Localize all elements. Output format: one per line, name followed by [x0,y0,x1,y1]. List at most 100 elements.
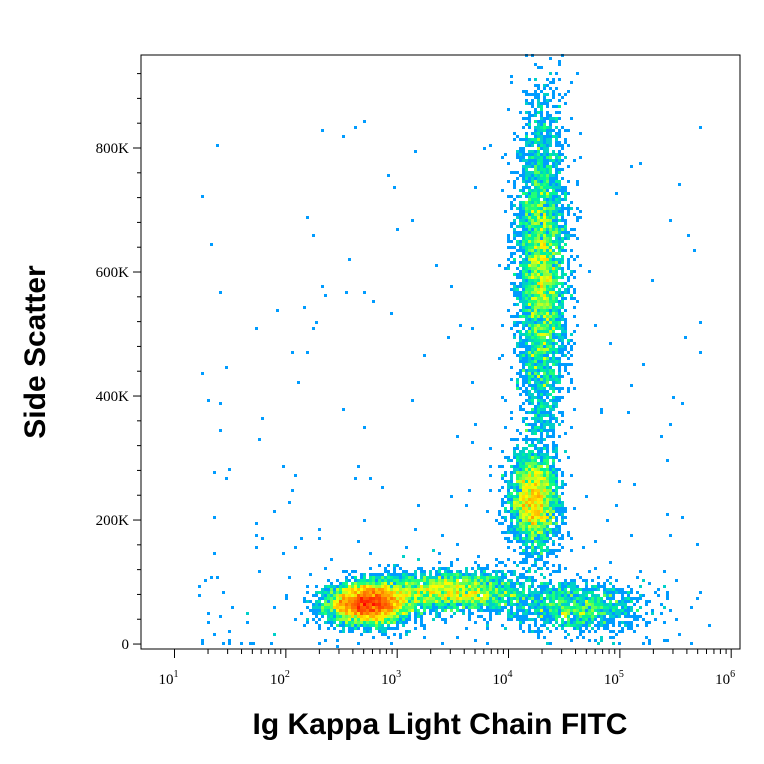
event-point [387,582,390,585]
event-point [375,573,378,576]
event-point [531,189,534,192]
event-point [546,519,549,522]
event-point [381,603,384,606]
event-point [555,135,558,138]
event-point [558,264,561,267]
event-point [525,609,528,612]
event-point [582,597,585,600]
event-point [450,564,453,567]
event-point [330,624,333,627]
event-point [510,504,513,507]
event-point [561,363,564,366]
event-point [558,609,561,612]
event-point [408,585,411,588]
event-point [558,603,561,606]
event-point [492,609,495,612]
event-point [570,297,573,300]
event-point [438,597,441,600]
event-point [510,585,513,588]
event-point [537,378,540,381]
event-point [531,522,534,525]
event-point [516,564,519,567]
event-point [534,186,537,189]
event-point [393,633,396,636]
event-point [546,627,549,630]
event-point [534,243,537,246]
event-point [558,378,561,381]
event-point [540,357,543,360]
event-point [534,537,537,540]
event-point [522,252,525,255]
event-point [537,168,540,171]
event-point [561,258,564,261]
event-point [546,234,549,237]
event-point [540,486,543,489]
event-point [645,612,648,615]
event-point [570,270,573,273]
event-point [531,198,534,201]
event-point [528,288,531,291]
event-point [552,261,555,264]
event-point [546,129,549,132]
event-point [522,339,525,342]
event-point [585,579,588,582]
event-point [564,450,567,453]
event-point [507,579,510,582]
event-point [525,93,528,96]
event-point [390,606,393,609]
event-point [516,498,519,501]
event-point [360,594,363,597]
event-point [549,138,552,141]
event-point [555,333,558,336]
event-point [534,342,537,345]
event-point [537,384,540,387]
event-point [534,114,537,117]
event-point [564,195,567,198]
event-point [522,159,525,162]
event-point [342,600,345,603]
event-point [513,507,516,510]
event-point [417,579,420,582]
event-point [540,288,543,291]
event-point [534,432,537,435]
event-point [522,354,525,357]
event-point [540,138,543,141]
event-point [594,324,597,327]
event-point [534,351,537,354]
event-point [540,546,543,549]
event-point [540,321,543,324]
event-point [558,159,561,162]
event-point [537,147,540,150]
event-point [519,576,522,579]
event-point [552,378,555,381]
event-point [528,462,531,465]
event-point [618,600,621,603]
event-point [468,585,471,588]
event-point [519,486,522,489]
event-point [678,633,681,636]
event-point [510,261,513,264]
event-point [570,594,573,597]
event-point [303,306,306,309]
event-point [324,588,327,591]
event-point [435,576,438,579]
event-point [426,597,429,600]
event-point [609,618,612,621]
event-point [531,273,534,276]
event-point [495,579,498,582]
event-point [531,285,534,288]
event-point [534,96,537,99]
event-point [549,387,552,390]
event-point [555,375,558,378]
event-point [531,534,534,537]
event-point [675,579,678,582]
event-point [576,585,579,588]
event-point [354,615,357,618]
event-point [618,609,621,612]
event-point [546,291,549,294]
event-point [489,591,492,594]
event-point [318,642,321,645]
event-point [543,267,546,270]
event-point [525,237,528,240]
event-point [576,180,579,183]
